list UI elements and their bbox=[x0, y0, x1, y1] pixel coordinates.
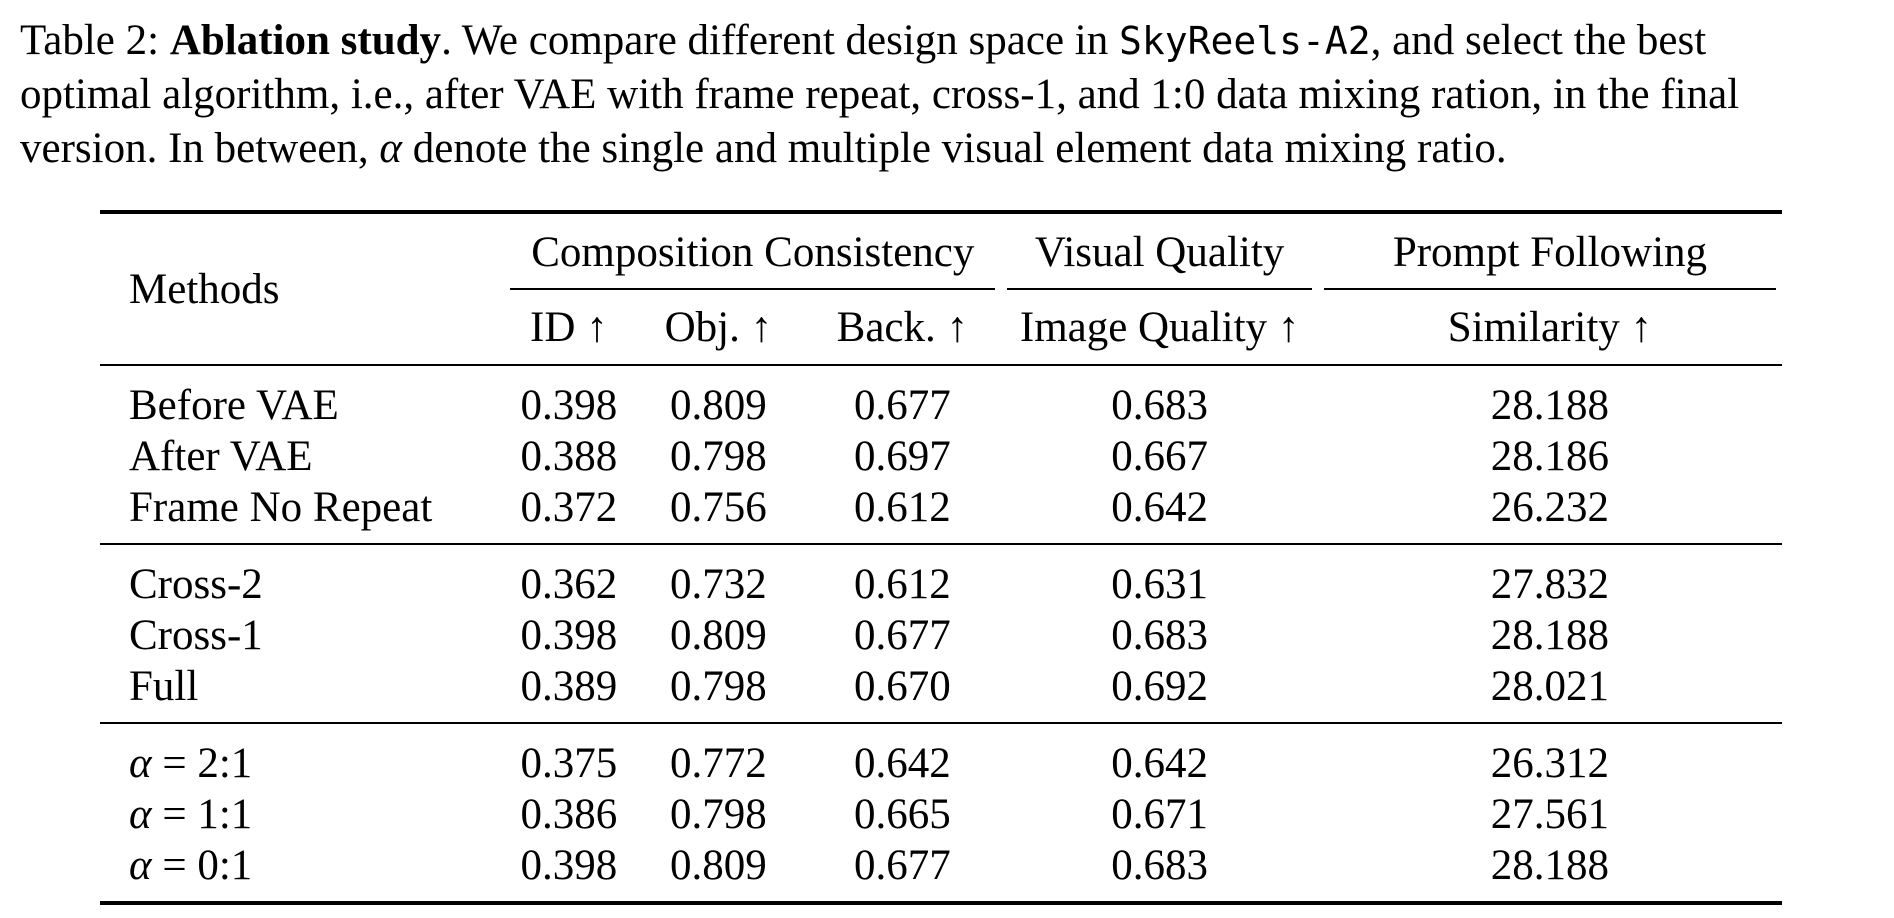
caption-line-3: version. In between, α denote the single… bbox=[20, 122, 1880, 176]
cell-similarity: 28.188 bbox=[1490, 382, 1610, 429]
cell-similarity: 28.188 bbox=[1490, 842, 1610, 889]
cell-image-quality: 0.683 bbox=[1111, 612, 1208, 659]
caption-text-1b: , and select the best bbox=[1370, 17, 1707, 64]
cell-method: Frame No Repeat bbox=[129, 484, 433, 531]
table-row: After VAE 0.388 0.798 0.697 0.667 28.186 bbox=[100, 431, 1782, 482]
header-prompt-following: Prompt Following bbox=[1318, 212, 1782, 290]
cell-obj: 0.798 bbox=[669, 663, 767, 710]
cell-similarity: 28.188 bbox=[1490, 612, 1610, 659]
cell-method: Before VAE bbox=[129, 382, 339, 429]
cell-image-quality: 0.642 bbox=[1111, 740, 1208, 787]
cell-id: 0.362 bbox=[520, 561, 618, 608]
cell-obj: 0.756 bbox=[669, 484, 767, 531]
table-row: α = 2:1 0.375 0.772 0.642 0.642 26.312 bbox=[100, 723, 1782, 789]
cell-back: 0.677 bbox=[853, 382, 951, 429]
header-back: Back. ↑ bbox=[836, 303, 969, 351]
ablation-table: Methods Composition Consistency Visual Q… bbox=[100, 210, 1782, 905]
cell-id: 0.398 bbox=[520, 842, 618, 889]
caption-text-1a: . We compare different design space in bbox=[441, 17, 1119, 64]
cell-image-quality: 0.667 bbox=[1111, 433, 1208, 480]
cell-obj: 0.732 bbox=[669, 561, 767, 608]
ablation-table-container: Methods Composition Consistency Visual Q… bbox=[100, 210, 1782, 905]
cell-image-quality: 0.692 bbox=[1111, 663, 1208, 710]
cell-similarity: 26.232 bbox=[1490, 484, 1610, 531]
cell-similarity: 27.832 bbox=[1490, 561, 1610, 608]
cell-obj: 0.798 bbox=[669, 791, 767, 838]
cell-back: 0.677 bbox=[853, 842, 951, 889]
cell-similarity: 28.021 bbox=[1490, 663, 1610, 710]
cell-id: 0.389 bbox=[520, 663, 618, 710]
caption-alpha-symbol: α bbox=[379, 125, 402, 172]
table-row: Frame No Repeat 0.372 0.756 0.612 0.642 … bbox=[100, 482, 1782, 544]
header-image-quality: Image Quality ↑ bbox=[1019, 303, 1300, 351]
cell-id: 0.388 bbox=[520, 433, 618, 480]
table-row: Cross-2 0.362 0.732 0.612 0.631 27.832 bbox=[100, 544, 1782, 610]
table-row: α = 0:1 0.398 0.809 0.677 0.683 28.188 bbox=[100, 840, 1782, 903]
cell-back: 0.665 bbox=[853, 791, 951, 838]
cell-back: 0.612 bbox=[853, 484, 951, 531]
cell-id: 0.372 bbox=[520, 484, 618, 531]
cell-obj: 0.809 bbox=[669, 842, 767, 889]
header-composition-consistency: Composition Consistency bbox=[504, 212, 1001, 290]
caption-title: Ablation study bbox=[169, 17, 442, 64]
caption-text-3b: denote the single and multiple visual el… bbox=[402, 125, 1507, 172]
table-row: α = 1:1 0.386 0.798 0.665 0.671 27.561 bbox=[100, 789, 1782, 840]
cell-method-ratio: = 1:1 bbox=[151, 791, 253, 838]
cell-back: 0.677 bbox=[853, 612, 951, 659]
caption-text-3a: version. In between, bbox=[20, 125, 380, 172]
caption-line-1: Table 2: Ablation study. We compare diff… bbox=[20, 14, 1880, 68]
cell-method: α = 1:1 bbox=[100, 789, 504, 840]
caption-model-name: SkyReels-A2 bbox=[1118, 19, 1371, 63]
alpha-symbol: α bbox=[129, 740, 152, 787]
cell-similarity: 28.186 bbox=[1490, 433, 1610, 480]
cell-method: Full bbox=[129, 663, 199, 710]
header-methods: Methods bbox=[129, 265, 280, 313]
header-row-metrics: ID ↑ Obj. ↑ Back. ↑ Image Quality ↑ Simi… bbox=[100, 290, 1782, 365]
cell-image-quality: 0.642 bbox=[1111, 484, 1208, 531]
cell-id: 0.398 bbox=[520, 612, 618, 659]
caption-label: Table 2: bbox=[20, 17, 160, 64]
cell-back: 0.612 bbox=[853, 561, 951, 608]
cell-obj: 0.798 bbox=[669, 433, 767, 480]
alpha-symbol: α bbox=[129, 791, 152, 838]
header-id: ID ↑ bbox=[530, 303, 608, 351]
header-similarity: Similarity ↑ bbox=[1447, 303, 1653, 351]
cell-image-quality: 0.671 bbox=[1111, 791, 1208, 838]
cell-id: 0.398 bbox=[520, 382, 618, 429]
cell-method: α = 0:1 bbox=[100, 840, 504, 903]
cell-back: 0.697 bbox=[853, 433, 951, 480]
table-caption: Table 2: Ablation study. We compare diff… bbox=[20, 14, 1880, 176]
cell-method: α = 2:1 bbox=[100, 723, 504, 789]
cell-id: 0.375 bbox=[520, 740, 618, 787]
cell-method: Cross-1 bbox=[129, 612, 263, 659]
cell-image-quality: 0.683 bbox=[1111, 842, 1208, 889]
cell-method: After VAE bbox=[129, 433, 313, 480]
cell-id: 0.386 bbox=[520, 791, 618, 838]
header-obj: Obj. ↑ bbox=[664, 303, 773, 351]
cell-back: 0.642 bbox=[853, 740, 951, 787]
cell-image-quality: 0.631 bbox=[1111, 561, 1208, 608]
cell-back: 0.670 bbox=[853, 663, 951, 710]
cell-obj: 0.809 bbox=[669, 612, 767, 659]
cell-obj: 0.772 bbox=[669, 740, 767, 787]
cell-similarity: 26.312 bbox=[1490, 740, 1610, 787]
cell-method: Cross-2 bbox=[129, 561, 263, 608]
cell-obj: 0.809 bbox=[669, 382, 767, 429]
table-row: Full 0.389 0.798 0.670 0.692 28.021 bbox=[100, 661, 1782, 723]
header-visual-quality: Visual Quality bbox=[1001, 212, 1318, 290]
cell-method-ratio: = 0:1 bbox=[151, 842, 253, 889]
table-row: Cross-1 0.398 0.809 0.677 0.683 28.188 bbox=[100, 610, 1782, 661]
cell-image-quality: 0.683 bbox=[1111, 382, 1208, 429]
header-row-groups: Methods Composition Consistency Visual Q… bbox=[100, 212, 1782, 313]
cell-similarity: 27.561 bbox=[1490, 791, 1610, 838]
caption-line-2: optimal algorithm, i.e., after VAE with … bbox=[20, 71, 1740, 118]
table-row: Before VAE 0.398 0.809 0.677 0.683 28.18… bbox=[100, 365, 1782, 431]
alpha-symbol: α bbox=[129, 842, 152, 889]
cell-method-ratio: = 2:1 bbox=[151, 740, 253, 787]
